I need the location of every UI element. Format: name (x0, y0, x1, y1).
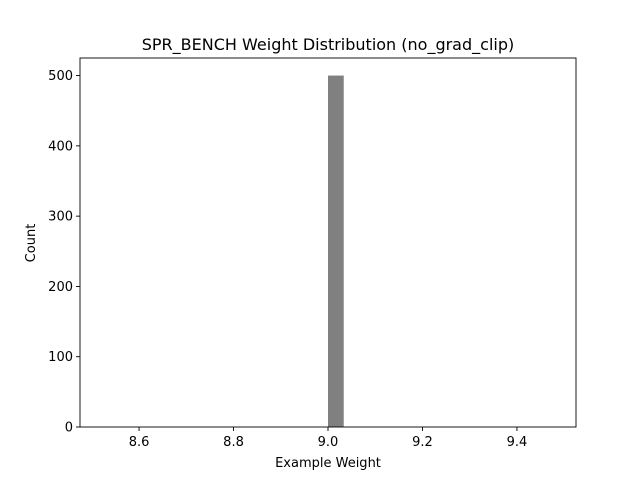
plot-area: 8.6 8.8 9.0 9.2 9.4 0 100 200 300 400 500 (48, 57, 577, 450)
y-tick-label: 400 (48, 139, 73, 154)
x-tick-label: 9.2 (412, 435, 433, 450)
histogram-bar-0 (328, 75, 344, 428)
x-tick-label: 9.4 (507, 435, 528, 450)
y-tick-label: 200 (48, 280, 73, 295)
y-tick-label: 100 (48, 350, 73, 365)
y-axis-label: Count (24, 224, 39, 263)
x-tick-label: 8.6 (129, 435, 150, 450)
y-tick-label: 500 (48, 69, 73, 84)
x-tick-label: 9.0 (318, 435, 339, 450)
chart-title: SPR_BENCH Weight Distribution (no_grad_c… (142, 35, 514, 55)
x-tick-label: 8.8 (223, 435, 244, 450)
x-axis-label: Example Weight (275, 456, 381, 471)
y-tick-label: 0 (65, 421, 73, 436)
y-tick-label: 300 (48, 210, 73, 225)
